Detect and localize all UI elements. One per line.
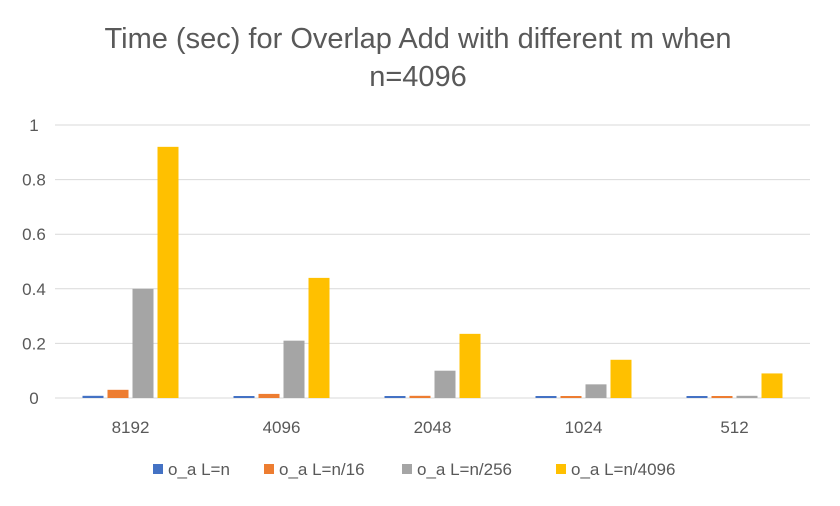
y-axis-ticks: 0 0.2 0.4 0.6 0.8 1	[22, 116, 46, 408]
x-tick-label: 1024	[565, 418, 603, 437]
bar-o-a-l-n-2048	[384, 396, 406, 398]
chart-title: Time (sec) for Overlap Add with differen…	[105, 23, 732, 93]
bar-o-a-l-n-4096-1024	[610, 359, 632, 398]
x-axis-ticks: 8192 4096 2048 1024 512	[112, 418, 749, 437]
x-tick-label: 8192	[112, 418, 150, 437]
bar-o-a-l-n-4096-8192	[157, 146, 179, 398]
legend: o_a L=n o_a L=n/16 o_a L=n/256 o_a L=n/4096	[153, 460, 675, 479]
chart-title-line-2: n=4096	[369, 61, 467, 93]
legend-swatch	[402, 464, 412, 474]
bar-o-a-l-n-256-1024	[585, 384, 607, 398]
bar-o-a-l-n-256-8192	[132, 288, 154, 398]
bar-o-a-l-n-4096-4096	[308, 277, 330, 398]
x-tick-label: 2048	[414, 418, 452, 437]
bar-o-a-l-n-16-1024	[560, 396, 582, 398]
legend-swatch	[153, 464, 163, 474]
bar-o-a-l-n-4096-2048	[459, 333, 481, 398]
y-tick-label: 0.6	[22, 225, 46, 244]
chart-title-line-1: Time (sec) for Overlap Add with differen…	[105, 23, 732, 55]
bar-o-a-l-n-4096	[233, 396, 255, 398]
bar-o-a-l-n-16-8192	[107, 389, 129, 398]
legend-label: o_a L=n/256	[417, 460, 512, 479]
legend-label: o_a L=n/4096	[571, 460, 675, 479]
bar-o-a-l-n-1024	[535, 396, 557, 398]
bar-o-a-l-n-8192	[82, 395, 104, 398]
bar-o-a-l-n-512	[686, 396, 708, 398]
legend-swatch	[556, 464, 566, 474]
legend-swatch	[264, 464, 274, 474]
y-tick-label: 0.8	[22, 171, 46, 190]
y-tick-label: 0.4	[22, 280, 46, 299]
bar-o-a-l-n-4096-512	[761, 373, 783, 398]
y-tick-label: 0.2	[22, 334, 46, 353]
x-tick-label: 512	[720, 418, 748, 437]
y-tick-label: 0	[29, 389, 38, 408]
bar-o-a-l-n-16-2048	[409, 395, 431, 398]
gridlines	[55, 124, 810, 399]
y-tick-label: 1	[29, 116, 38, 135]
legend-label: o_a L=n/16	[279, 460, 365, 479]
bar-o-a-l-n-16-512	[711, 396, 733, 398]
x-tick-label: 4096	[263, 418, 301, 437]
bar-o-a-l-n-16-4096	[258, 393, 280, 398]
bar-o-a-l-n-256-512	[736, 395, 758, 398]
bars	[82, 146, 783, 398]
bar-o-a-l-n-256-2048	[434, 370, 456, 398]
bar-o-a-l-n-256-4096	[283, 340, 305, 398]
legend-label: o_a L=n	[168, 460, 230, 479]
